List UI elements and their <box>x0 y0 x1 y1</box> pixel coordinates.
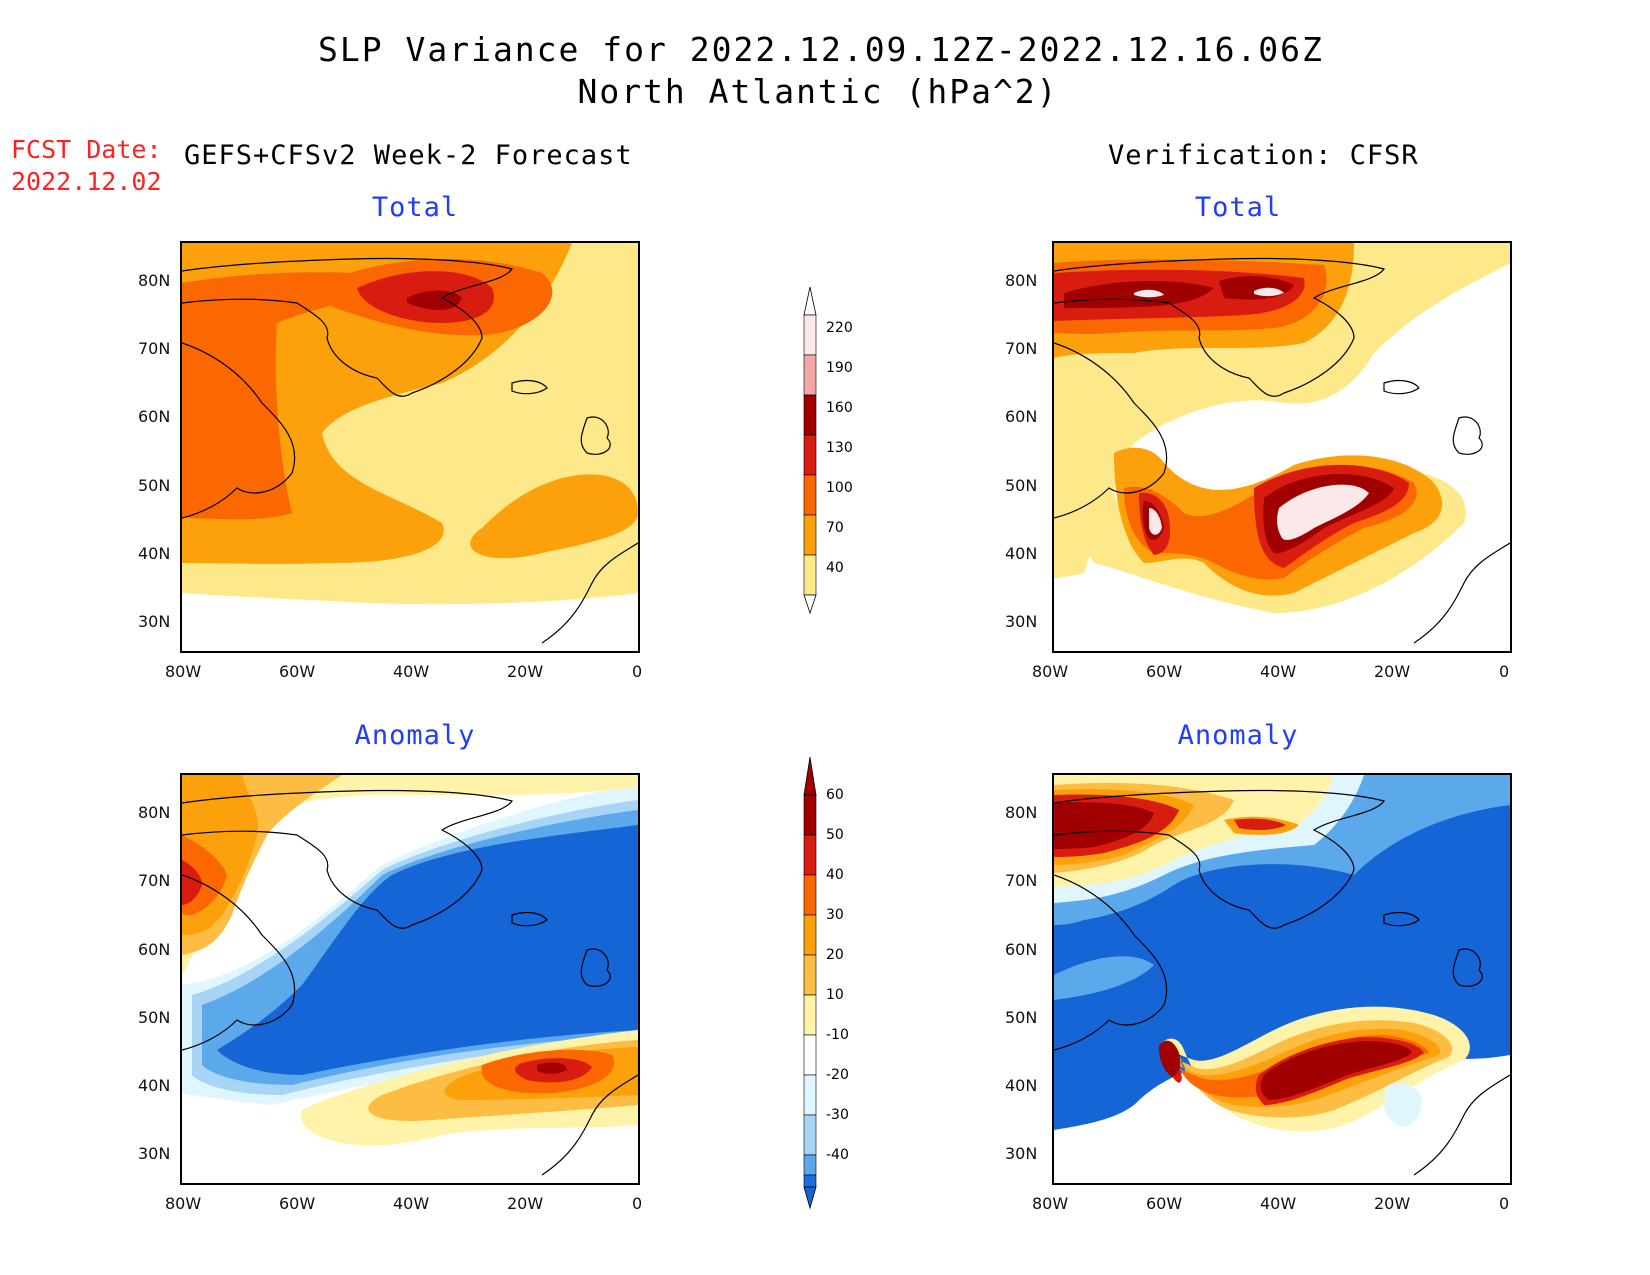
fcst-date-value: 2022.12.02 <box>11 167 162 196</box>
colorbar-total-tick: 40 <box>826 560 844 576</box>
colorbar-total-tick: 130 <box>826 440 853 456</box>
lon-label: 40W <box>1260 662 1297 681</box>
map-verification-anomaly <box>1052 773 1512 1185</box>
lat-label: 40N <box>1005 544 1038 563</box>
lon-label: 60W <box>279 1194 316 1213</box>
column-heading-forecast: GEFS+CFSv2 Week-2 Forecast <box>184 140 633 171</box>
map-forecast-total <box>180 241 640 653</box>
colorbar-anomaly-tick: 10 <box>826 987 844 1003</box>
lat-label: 30N <box>1005 612 1038 631</box>
lat-label: 40N <box>138 544 171 563</box>
panel-title-verification-anomaly: Anomaly <box>1177 720 1299 751</box>
lat-label: 40N <box>138 1076 171 1095</box>
lon-label: 60W <box>1146 1194 1183 1213</box>
colorbar-total <box>800 285 820 619</box>
lat-label: 80N <box>1005 803 1038 822</box>
colorbar-anomaly-tick: 30 <box>826 907 844 923</box>
panel-title-forecast-total: Total <box>371 192 459 223</box>
column-heading-verification: Verification: CFSR <box>1108 140 1419 171</box>
lat-label: 50N <box>138 1008 171 1027</box>
lat-label: 30N <box>1005 1144 1038 1163</box>
lon-label: 20W <box>507 662 544 681</box>
lat-label: 70N <box>1005 871 1038 890</box>
lat-label: 80N <box>1005 271 1038 290</box>
colorbar-anomaly-tick: -30 <box>826 1107 849 1123</box>
colorbar-total-tick: 100 <box>826 480 853 496</box>
lat-label: 80N <box>138 271 171 290</box>
lon-label: 40W <box>393 662 430 681</box>
colorbar-anomaly-tick: -20 <box>826 1067 849 1083</box>
lon-label: 40W <box>393 1194 430 1213</box>
lat-label: 30N <box>138 1144 171 1163</box>
lat-label: 50N <box>1005 1008 1038 1027</box>
main-title: SLP Variance for 2022.12.09.12Z-2022.12.… <box>318 30 1324 69</box>
colorbar-anomaly-tick: 50 <box>826 827 844 843</box>
lat-label: 50N <box>1005 476 1038 495</box>
lon-label: 60W <box>1146 662 1183 681</box>
colorbar-anomaly-tick: 40 <box>826 867 844 883</box>
lon-label: 80W <box>165 1194 202 1213</box>
colorbar-total-tick: 70 <box>826 520 844 536</box>
colorbar-anomaly-tick: 60 <box>826 787 844 803</box>
lat-label: 80N <box>138 803 171 822</box>
lat-label: 60N <box>1005 407 1038 426</box>
colorbar-total-tick: 160 <box>826 400 853 416</box>
panel-title-forecast-anomaly: Anomaly <box>354 720 476 751</box>
lat-label: 70N <box>138 871 171 890</box>
lat-label: 50N <box>138 476 171 495</box>
lat-label: 60N <box>1005 940 1038 959</box>
lat-label: 70N <box>1005 339 1038 358</box>
colorbar-anomaly-tick: -40 <box>826 1147 849 1163</box>
lat-label: 60N <box>138 940 171 959</box>
colorbar-anomaly-tick: 20 <box>826 947 844 963</box>
lon-label: 40W <box>1260 1194 1297 1213</box>
lat-label: 60N <box>138 407 171 426</box>
colorbar-total-tick: 220 <box>826 320 853 336</box>
lon-label: 20W <box>1374 662 1411 681</box>
lat-label: 40N <box>1005 1076 1038 1095</box>
map-forecast-anomaly <box>180 773 640 1185</box>
lon-label: 80W <box>1032 662 1069 681</box>
main-subtitle: North Atlantic (hPa^2) <box>577 72 1059 111</box>
lon-label: 0 <box>1499 1194 1510 1213</box>
lon-label: 0 <box>1499 662 1510 681</box>
lon-label: 20W <box>507 1194 544 1213</box>
lon-label: 80W <box>1032 1194 1069 1213</box>
lon-label: 60W <box>279 662 316 681</box>
fcst-date-label: FCST Date: <box>11 135 162 164</box>
panel-title-verification-total: Total <box>1194 192 1282 223</box>
colorbar-total-tick: 190 <box>826 360 853 376</box>
colorbar-anomaly-tick: -10 <box>826 1027 849 1043</box>
lat-label: 30N <box>138 612 171 631</box>
lon-label: 80W <box>165 662 202 681</box>
lat-label: 70N <box>138 339 171 358</box>
map-verification-total <box>1052 241 1512 653</box>
lon-label: 0 <box>632 1194 643 1213</box>
lon-label: 0 <box>632 662 643 681</box>
colorbar-anomaly <box>800 755 820 1214</box>
lon-label: 20W <box>1374 1194 1411 1213</box>
